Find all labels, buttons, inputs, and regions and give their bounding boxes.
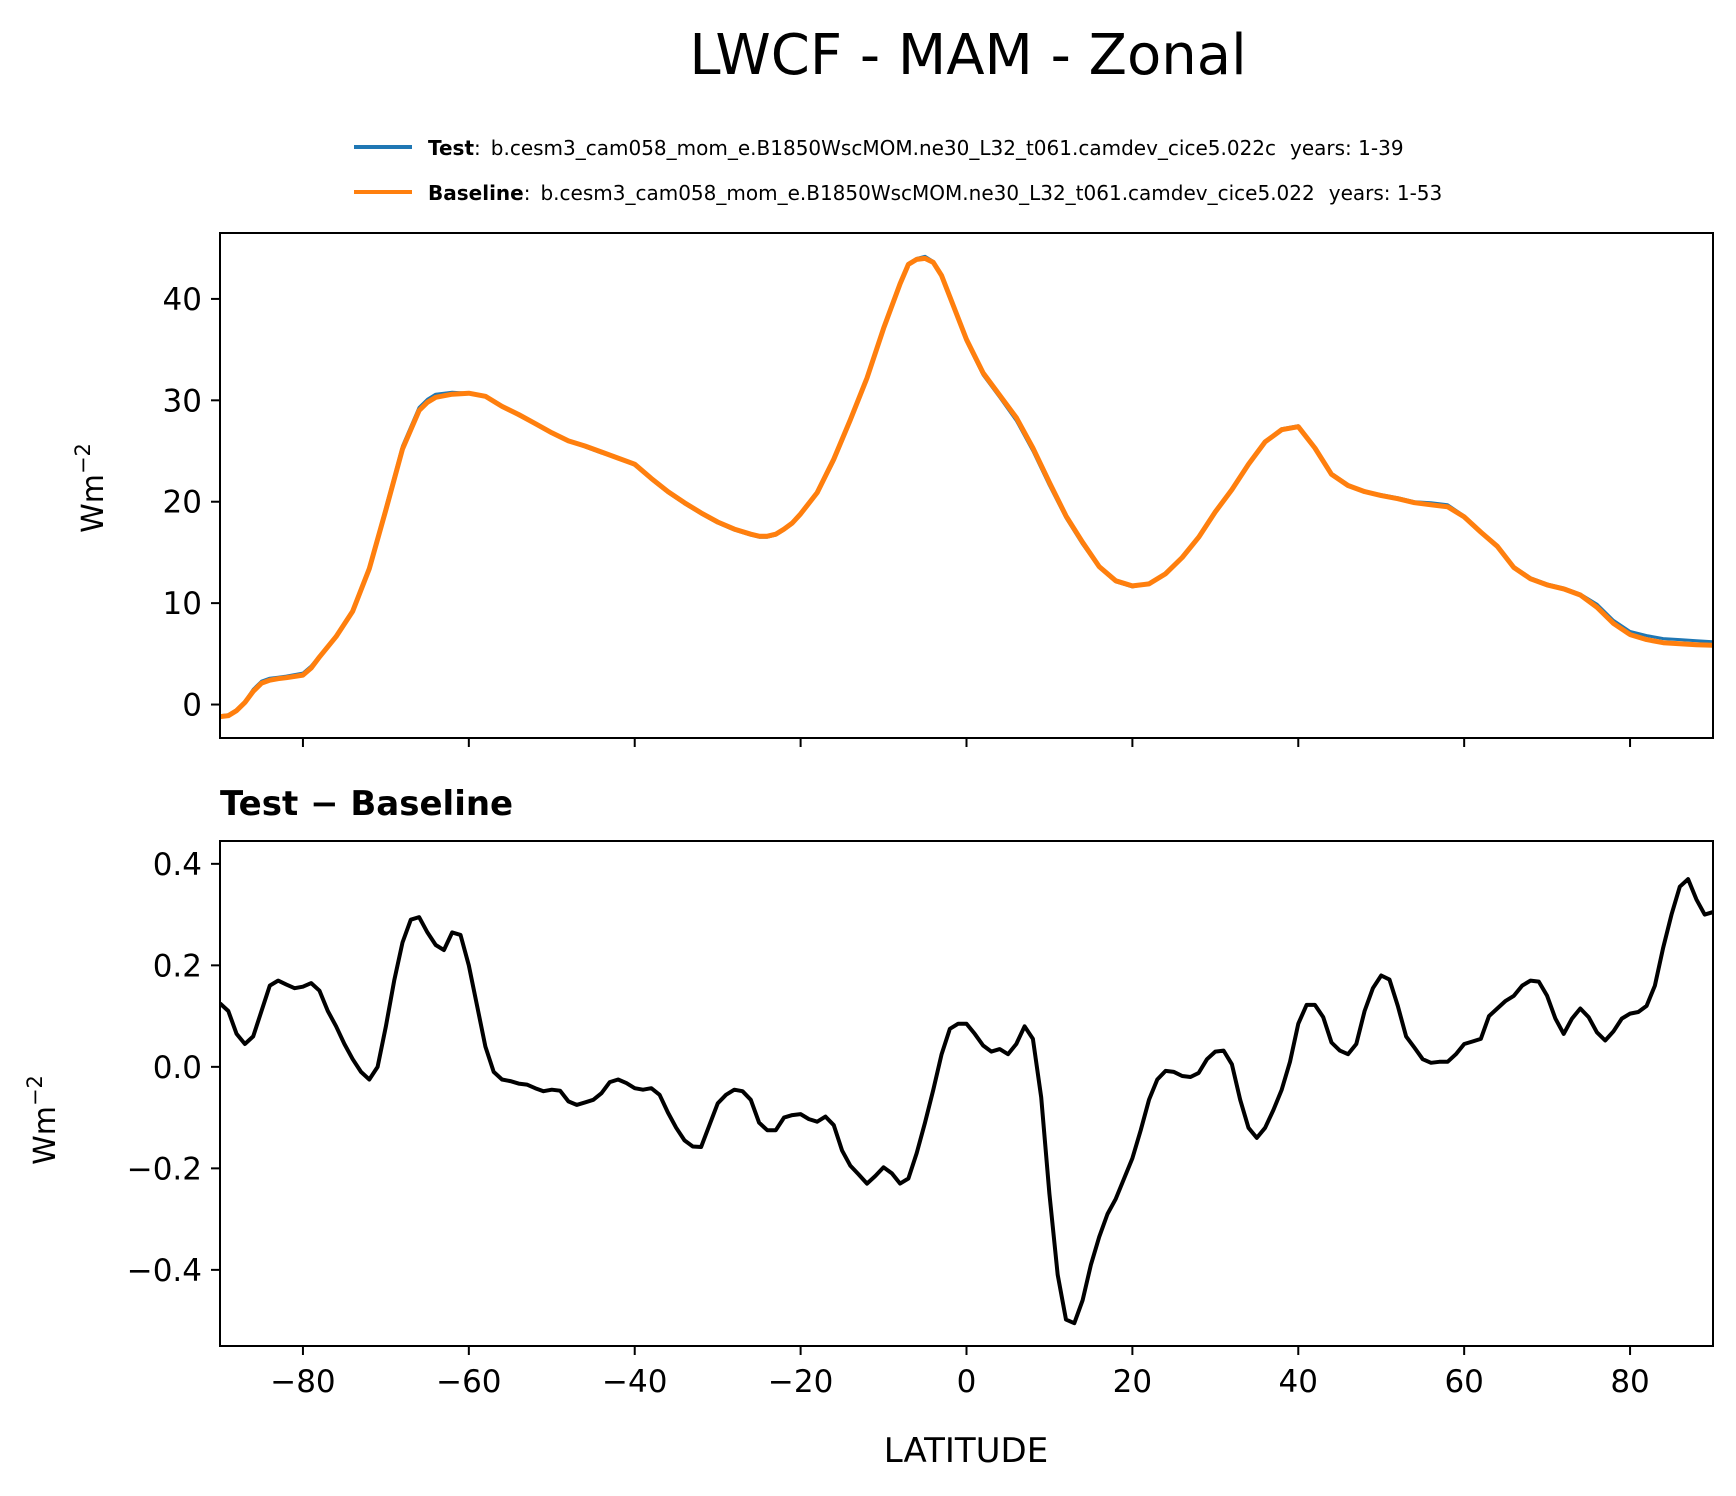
legend-label-baseline: Baseline [428, 181, 524, 205]
bottom-series-test-baseline [220, 877, 1713, 1326]
bottom-xtick-label: −20 [768, 1364, 833, 1400]
top-ylabel-base: Wm [76, 474, 111, 533]
bottom-ytick-label: 0.0 [153, 1050, 202, 1086]
top-ytick-label: 30 [163, 383, 202, 419]
bottom-xtick-label: 80 [1610, 1364, 1649, 1400]
legend-sep-test: : [474, 136, 481, 160]
top-ylabel-exp: −2 [71, 443, 95, 474]
top-ytick-label: 40 [163, 282, 202, 318]
bottom-xtick-label: 40 [1279, 1364, 1318, 1400]
top-ytick-label: 20 [163, 485, 202, 521]
top-ytick-label: 10 [163, 586, 202, 622]
bottom-xtick-label: −40 [602, 1364, 667, 1400]
bottom-panel-title: Test − Baseline [220, 784, 513, 824]
legend-case-test: b.cesm3_cam058_mom_e.B1850WscMOM.ne30_L3… [491, 136, 1276, 160]
legend: Test: b.cesm3_cam058_mom_e.B1850WscMOM.ne… [354, 136, 1442, 205]
top-ytick-label: 0 [182, 688, 202, 724]
top-ylabel: Wm−2 [71, 443, 111, 533]
bottom-ylabel-base: Wm [28, 1106, 63, 1165]
bottom-xtick-label: 20 [1113, 1364, 1152, 1400]
bottom-ytick-label: −0.4 [127, 1253, 202, 1289]
figure-title: LWCF - MAM - Zonal [689, 23, 1246, 88]
bottom-xtick-label: −80 [270, 1364, 335, 1400]
bottom-xtick-label: 0 [957, 1364, 977, 1400]
legend-years-test: years: 1-39 [1290, 136, 1404, 160]
bottom-ytick-label: 0.2 [153, 948, 202, 984]
legend-label-test: Test [428, 136, 474, 160]
legend-entry-test: Test: b.cesm3_cam058_mom_e.B1850WscMOM.ne… [428, 136, 1404, 160]
legend-sep-baseline: : [524, 181, 531, 205]
legend-years-baseline: years: 1-53 [1329, 181, 1443, 205]
bottom-ylabel: Wm−2 [23, 1075, 63, 1165]
bottom-ytick-label: −0.2 [127, 1151, 202, 1187]
top-series-baseline [220, 255, 1713, 720]
bottom-ylabel-exp: −2 [23, 1075, 47, 1106]
x-axis-label: LATITUDE [884, 1431, 1048, 1471]
top-panel: Wm−2 0 10 20 30 40 [71, 232, 1714, 747]
bottom-xtick-label: 60 [1444, 1364, 1483, 1400]
bottom-ytick-label: 0.4 [153, 847, 202, 883]
bottom-panel: Test − Baseline Wm−2 LATITUDE −0.4 −0.2 0.… [23, 784, 1714, 1471]
legend-case-baseline: b.cesm3_cam058_mom_e.B1850WscMOM.ne30_L3… [540, 181, 1314, 205]
bottom-xtick-label: −60 [436, 1364, 501, 1400]
legend-entry-baseline: Baseline: b.cesm3_cam058_mom_e.B1850WscMO… [428, 181, 1442, 205]
